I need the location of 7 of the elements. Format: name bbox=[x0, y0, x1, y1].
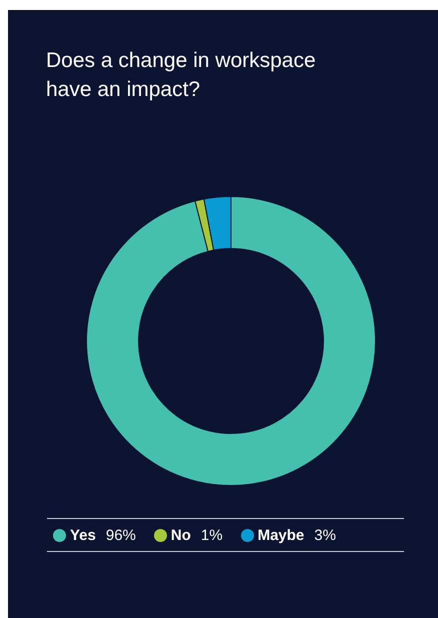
legend-label: No bbox=[170, 526, 191, 544]
data-label: 1% bbox=[200, 526, 223, 544]
legend-label: Maybe bbox=[258, 526, 304, 544]
data-label: 96% bbox=[106, 526, 136, 544]
legend-label: Yes bbox=[70, 526, 96, 544]
chart-title: Does a change in workspace have an impact? bbox=[46, 48, 317, 103]
data-label: 3% bbox=[314, 526, 336, 544]
